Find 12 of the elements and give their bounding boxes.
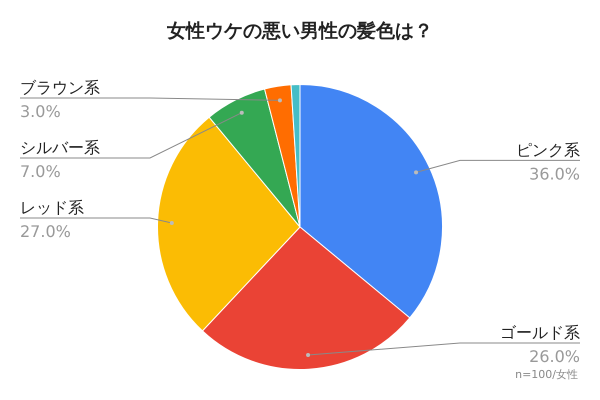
- data-label: 27.0%: [20, 222, 71, 241]
- data-label: 26.0%: [529, 346, 580, 366]
- slice-label: ブラウン系: [20, 78, 100, 97]
- text: n=100/女性: [515, 367, 578, 382]
- data-label: 36.0%: [529, 164, 580, 184]
- slice-label: レッド系: [20, 198, 84, 217]
- slice-label: ピンク系: [516, 140, 580, 160]
- data-label: 7.0%: [20, 162, 61, 181]
- slice-label: ゴールド系: [500, 322, 580, 342]
- data-label: 3.0%: [20, 102, 61, 121]
- slice-label: シルバー系: [20, 138, 100, 157]
- chart-title: 女性ウケの悪い男性の髪色は？: [166, 19, 434, 44]
